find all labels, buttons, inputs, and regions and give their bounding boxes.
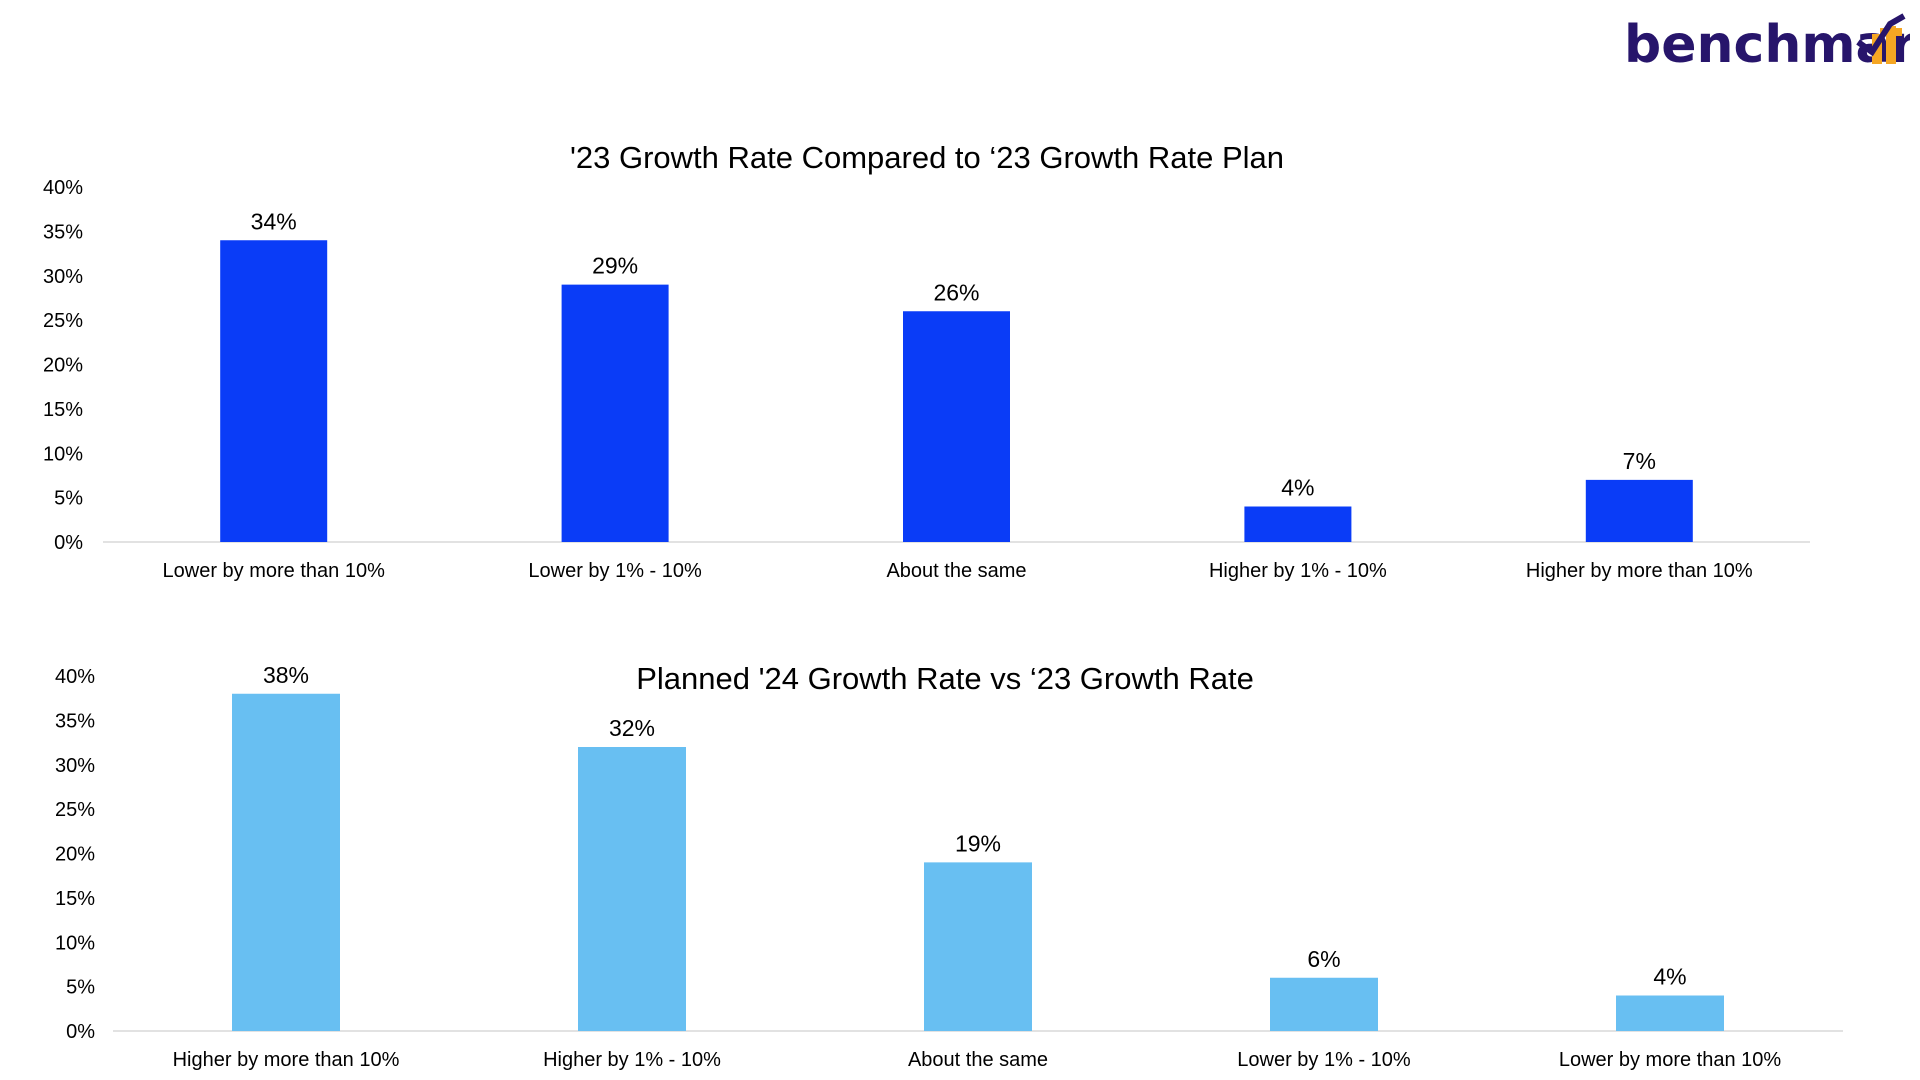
chart-title: '23 Growth Rate Compared to ‘23 Growth R… [570, 140, 1284, 175]
bar [1244, 506, 1352, 542]
y-tick-label: 20% [43, 355, 83, 377]
x-axis: Lower by more than 10% Lower by 1% - 10% A… [163, 560, 1753, 582]
y-tick-label: 5% [66, 977, 95, 999]
x-tick-label: About the same [886, 560, 1026, 582]
data-label: 34% [251, 208, 297, 234]
y-axis: 0% 5% 10% 15% 20% 25% 30% 35% 40% [43, 177, 83, 554]
bar [1616, 995, 1724, 1031]
y-tick-label: 15% [55, 888, 95, 910]
y-tick-label: 25% [43, 310, 83, 332]
bar [1270, 977, 1378, 1031]
x-axis: Higher by more than 10% Higher by 1% - 10… [173, 1049, 1782, 1071]
logo-it-mark [1856, 13, 1906, 64]
data-label: 29% [592, 253, 638, 279]
bar [220, 240, 328, 542]
y-tick-label: 30% [55, 755, 95, 777]
y-tick-label: 10% [55, 932, 95, 954]
x-tick-label: Lower by more than 10% [163, 560, 386, 582]
data-label: 19% [955, 830, 1001, 856]
x-tick-label: Lower by 1% - 10% [528, 560, 702, 582]
y-tick-label: 0% [66, 1021, 95, 1043]
x-tick-label: Lower by more than 10% [1559, 1049, 1782, 1071]
data-label: 4% [1653, 964, 1686, 990]
logo-wordmark: benchmark [1624, 15, 1910, 72]
data-label: 26% [933, 279, 979, 305]
x-tick-label: Higher by more than 10% [1526, 560, 1753, 582]
bar [903, 311, 1010, 542]
y-tick-label: 35% [43, 221, 83, 243]
bar [578, 747, 686, 1031]
y-tick-label: 35% [55, 710, 95, 732]
bar [561, 284, 669, 542]
y-tick-label: 20% [55, 844, 95, 866]
data-label: 32% [609, 715, 655, 741]
y-tick-label: 25% [55, 799, 95, 821]
data-label: 6% [1307, 946, 1340, 972]
bar-series: 34% 29% 26% 4% 7% [220, 208, 1693, 542]
y-tick-label: 40% [43, 177, 83, 199]
bar [232, 693, 340, 1031]
y-tick-label: 30% [43, 266, 83, 288]
bar [924, 862, 1032, 1031]
x-tick-label: About the same [908, 1049, 1048, 1071]
bar [1585, 479, 1693, 542]
x-tick-label: Higher by more than 10% [173, 1049, 400, 1071]
y-axis: 0% 5% 10% 15% 20% 25% 30% 35% 40% [55, 666, 95, 1043]
chart-2023-growth-vs-plan: '23 Growth Rate Compared to ‘23 Growth R… [43, 140, 1810, 582]
data-label: 38% [263, 662, 309, 688]
x-tick-label: Higher by 1% - 10% [1209, 560, 1387, 582]
bar-series: 38% 32% 19% 6% 4% [232, 662, 1724, 1031]
y-tick-label: 5% [54, 488, 83, 510]
y-tick-label: 40% [55, 666, 95, 688]
chart-2024-planned-growth: Planned '24 Growth Rate vs ‘23 Growth Ra… [55, 661, 1843, 1071]
chart-title: Planned '24 Growth Rate vs ‘23 Growth Ra… [636, 661, 1254, 696]
data-label: 4% [1281, 475, 1314, 501]
x-tick-label: Higher by 1% - 10% [543, 1049, 721, 1071]
data-label: 7% [1623, 448, 1656, 474]
y-tick-label: 15% [43, 399, 83, 421]
benchmarkit-logo: benchmark [1624, 13, 1910, 72]
x-tick-label: Lower by 1% - 10% [1237, 1049, 1411, 1071]
y-tick-label: 0% [54, 532, 83, 554]
y-tick-label: 10% [43, 443, 83, 465]
